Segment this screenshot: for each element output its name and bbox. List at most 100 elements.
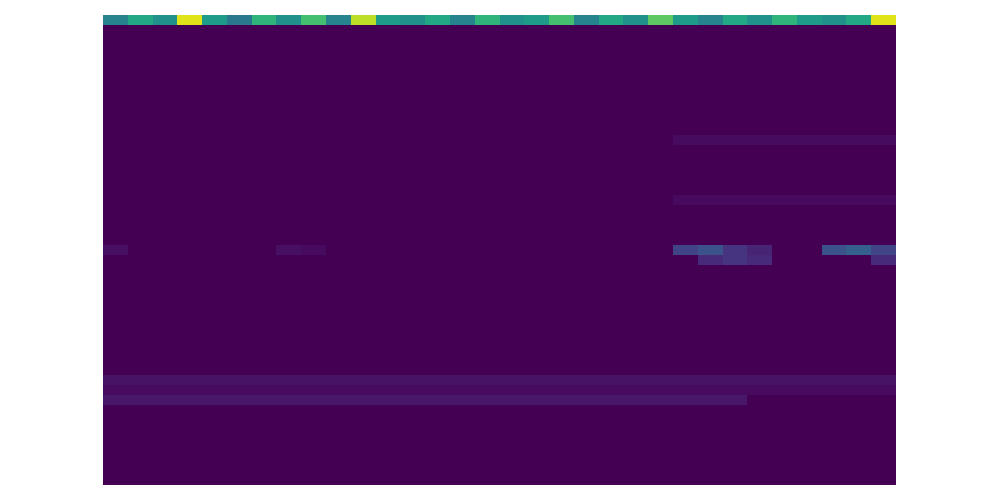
cell	[574, 95, 599, 106]
cell	[153, 105, 178, 116]
cell	[549, 35, 574, 46]
cell	[153, 385, 178, 396]
cell	[128, 35, 153, 46]
cell	[871, 215, 896, 226]
cell	[202, 25, 227, 36]
cell	[351, 175, 376, 186]
cell	[623, 45, 648, 56]
cell	[623, 335, 648, 346]
cell	[202, 385, 227, 396]
cell	[227, 75, 252, 86]
cell	[723, 145, 748, 156]
cell	[524, 205, 549, 216]
cell	[623, 455, 648, 466]
cell	[500, 135, 525, 146]
cell	[177, 125, 202, 136]
cell	[252, 415, 277, 426]
cell	[400, 415, 425, 426]
cell	[871, 55, 896, 66]
cell	[673, 65, 698, 76]
cell	[425, 15, 450, 26]
cell	[673, 125, 698, 136]
cell	[202, 245, 227, 256]
cell	[425, 325, 450, 336]
cell	[846, 335, 871, 346]
cell	[500, 165, 525, 176]
cell	[326, 35, 351, 46]
cell	[822, 415, 847, 426]
cell	[425, 375, 450, 386]
cell	[153, 25, 178, 36]
cell	[797, 165, 822, 176]
cell	[376, 325, 401, 336]
cell	[227, 15, 252, 26]
cell	[797, 15, 822, 26]
cell	[846, 85, 871, 96]
cell	[797, 55, 822, 66]
cell	[103, 305, 128, 316]
cell	[797, 225, 822, 236]
cell	[351, 155, 376, 166]
cell	[475, 195, 500, 206]
cell	[276, 95, 301, 106]
cell	[301, 145, 326, 156]
cell	[673, 355, 698, 366]
cell	[574, 135, 599, 146]
cell	[425, 115, 450, 126]
cell	[723, 335, 748, 346]
cell	[846, 435, 871, 446]
cell	[549, 465, 574, 476]
cell	[202, 435, 227, 446]
cell	[871, 405, 896, 416]
cell	[351, 475, 376, 485]
cell	[698, 355, 723, 366]
cell	[500, 475, 525, 485]
cell	[376, 95, 401, 106]
cell	[301, 465, 326, 476]
cell	[599, 465, 624, 476]
cell	[747, 175, 772, 186]
cell	[376, 205, 401, 216]
cell	[772, 325, 797, 336]
cell	[351, 455, 376, 466]
cell	[326, 315, 351, 326]
cell	[698, 275, 723, 286]
cell	[500, 275, 525, 286]
cell	[648, 65, 673, 76]
cell	[351, 205, 376, 216]
cell	[227, 345, 252, 356]
cell	[227, 105, 252, 116]
cell	[673, 475, 698, 485]
cell	[450, 85, 475, 96]
cell	[376, 15, 401, 26]
cell	[400, 35, 425, 46]
cell	[524, 455, 549, 466]
cell	[500, 75, 525, 86]
cell	[698, 405, 723, 416]
cell	[276, 275, 301, 286]
cell	[500, 285, 525, 296]
cell	[574, 455, 599, 466]
cell	[846, 325, 871, 336]
cell	[648, 265, 673, 276]
cell	[376, 85, 401, 96]
cell	[450, 275, 475, 286]
cell	[202, 225, 227, 236]
cell	[376, 465, 401, 476]
cell	[500, 155, 525, 166]
cell	[772, 75, 797, 86]
cell	[376, 195, 401, 206]
cell	[500, 295, 525, 306]
cell	[276, 435, 301, 446]
cell	[500, 315, 525, 326]
cell	[252, 385, 277, 396]
cell	[276, 115, 301, 126]
cell	[574, 215, 599, 226]
cell	[822, 265, 847, 276]
cell	[400, 265, 425, 276]
cell	[747, 405, 772, 416]
cell	[252, 305, 277, 316]
cell	[326, 105, 351, 116]
cell	[574, 235, 599, 246]
cell	[425, 385, 450, 396]
